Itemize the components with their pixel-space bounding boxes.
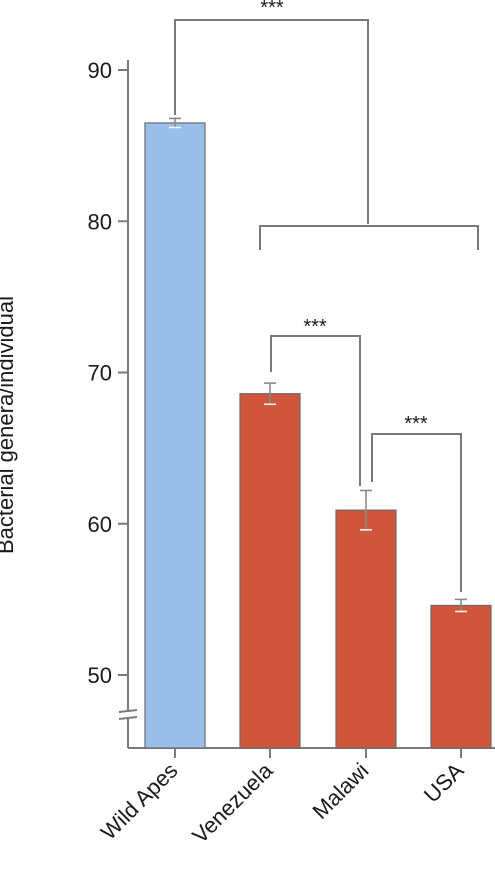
significance-bracket bbox=[371, 433, 462, 592]
y-tick-label: 80 bbox=[88, 209, 112, 234]
bar bbox=[430, 604, 492, 749]
x-tick-label: USA bbox=[419, 758, 469, 808]
x-tick-label: Malawi bbox=[307, 758, 373, 824]
bar bbox=[239, 393, 301, 749]
y-tick-label: 50 bbox=[88, 663, 112, 688]
significance-label: *** bbox=[260, 0, 284, 19]
significance-bracket bbox=[174, 19, 369, 224]
y-tick-label: 70 bbox=[88, 361, 112, 386]
axis-break-mark bbox=[118, 716, 138, 720]
y-tick-label: 60 bbox=[88, 512, 112, 537]
y-tick-label: 90 bbox=[88, 58, 112, 83]
x-tick-label: Venezuela bbox=[187, 757, 278, 848]
group-bracket bbox=[259, 225, 479, 250]
bar bbox=[144, 122, 206, 749]
bar bbox=[335, 509, 397, 749]
axis-break-mark bbox=[118, 709, 138, 713]
significance-bracket bbox=[270, 335, 361, 486]
significance-label: *** bbox=[303, 316, 327, 338]
significance-label: *** bbox=[404, 413, 428, 435]
y-axis-title: Bacterial genera/individual bbox=[0, 296, 18, 554]
x-tick-label: Wild Apes bbox=[96, 758, 183, 845]
